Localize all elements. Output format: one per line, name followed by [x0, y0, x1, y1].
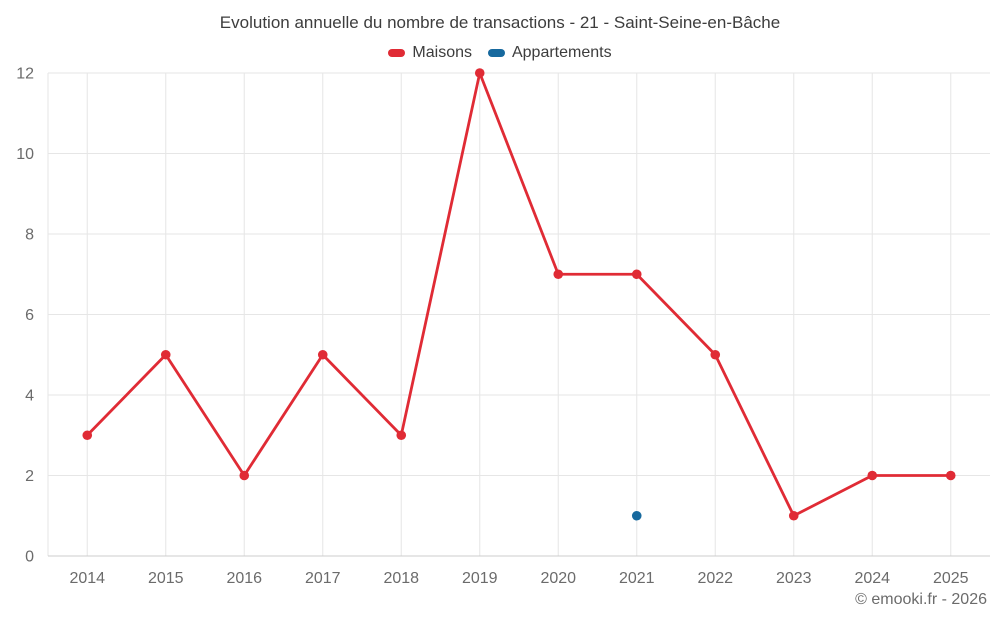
data-point-maisons-2016 [239, 470, 250, 481]
chart-title: Evolution annuelle du nombre de transact… [219, 13, 781, 32]
y-tick-label: 12 [16, 66, 34, 83]
x-tick-label: 2025 [933, 570, 969, 587]
data-point-maisons-2017 [317, 349, 328, 360]
legend-label: Maisons [412, 44, 472, 61]
legend-swatch-icon [388, 49, 406, 57]
x-tick-label: 2014 [69, 570, 105, 587]
y-tick-label: 8 [25, 227, 34, 244]
data-point-maisons-2024 [867, 470, 878, 481]
series-line-maisons [86, 71, 951, 518]
data-point-maisons-2019 [474, 68, 485, 78]
x-tick-label: 2019 [462, 570, 498, 587]
x-tick-label: 2017 [305, 570, 341, 587]
data-point-maisons-2023 [788, 510, 799, 521]
y-tick-label: 6 [25, 307, 34, 324]
x-tick-label: 2020 [540, 570, 576, 587]
y-tick-label: 10 [16, 146, 34, 163]
x-tick-label: 2016 [226, 570, 262, 587]
legend-item-appartements[interactable]: Appartements [487, 44, 612, 62]
copyright-credit: © emooki.fr - 2026 [855, 591, 987, 608]
legend-item-maisons[interactable]: Maisons [388, 44, 472, 62]
y-tick-label: 0 [25, 549, 34, 566]
data-point-maisons-2025 [945, 470, 956, 481]
legend: Maisons Appartements [0, 44, 1000, 62]
x-tick-label: 2021 [619, 570, 655, 587]
data-point-maisons-2014 [82, 430, 93, 441]
data-point-maisons-2021 [631, 269, 642, 280]
data-point-maisons-2022 [710, 349, 721, 360]
data-point-maisons-2015 [160, 349, 171, 360]
data-point-maisons-2018 [396, 430, 407, 441]
x-tick-label: 2024 [854, 570, 890, 587]
x-tick-label: 2015 [148, 570, 184, 587]
legend-label: Appartements [511, 44, 612, 61]
data-point-maisons-2020 [553, 269, 564, 280]
x-tick-label: 2022 [697, 570, 733, 587]
x-tick-label: 2023 [776, 570, 812, 587]
y-tick-label: 2 [25, 468, 34, 485]
y-tick-label: 4 [25, 388, 34, 405]
data-point-appartements-2021 [631, 510, 642, 521]
legend-swatch-icon [487, 49, 505, 57]
x-tick-label: 2018 [383, 570, 419, 587]
